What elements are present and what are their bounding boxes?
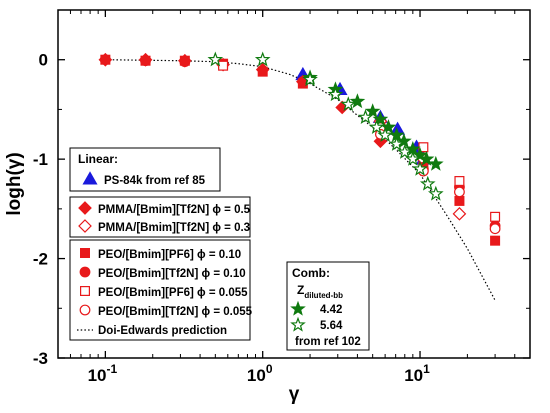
data-point bbox=[490, 235, 501, 246]
data-point bbox=[254, 51, 271, 67]
data-point bbox=[179, 56, 191, 68]
legend-z-symbol: Z bbox=[297, 283, 304, 297]
x-tick-base: 10 bbox=[247, 366, 266, 385]
data-point bbox=[418, 150, 435, 166]
legend-label: PMMA/[Bmim][Tf2N] ϕ = 0.3 bbox=[98, 222, 250, 234]
legend-label: PEO/[Bmim][PF6] ϕ = 0.10 bbox=[98, 249, 241, 261]
data-point bbox=[454, 176, 465, 187]
data-point bbox=[428, 155, 444, 171]
data-point bbox=[454, 195, 465, 206]
series-8-group bbox=[207, 51, 444, 201]
legend-box-peo bbox=[69, 239, 251, 341]
data-point bbox=[372, 111, 389, 127]
data-point bbox=[412, 146, 428, 162]
data-point bbox=[302, 71, 318, 87]
legend-marker-peo-2 bbox=[79, 286, 90, 297]
series-7-group bbox=[302, 69, 444, 171]
data-point bbox=[452, 206, 467, 221]
data-point bbox=[454, 186, 465, 198]
legend-title-comb: Comb: bbox=[292, 266, 330, 280]
data-point bbox=[327, 86, 344, 102]
data-point bbox=[340, 96, 357, 112]
data-point bbox=[419, 175, 436, 191]
data-point bbox=[257, 66, 268, 77]
legend-label: PEO/[Bmim][Tf2N] ϕ = 0.055 bbox=[98, 306, 253, 318]
legend-label: PEO/[Bmim][PF6] ϕ = 0.055 bbox=[98, 287, 248, 299]
prediction-curve-layer bbox=[105, 59, 496, 301]
data-point bbox=[412, 160, 428, 176]
x-tick-label: 10-1 bbox=[88, 362, 118, 385]
x-axis-title: γ bbox=[289, 384, 300, 405]
data-marks-layer bbox=[98, 51, 501, 246]
data-point bbox=[405, 150, 421, 166]
y-tick-label: -2 bbox=[33, 250, 48, 269]
y-axis-title: logh(γ) bbox=[4, 152, 25, 215]
y-tick-label: -1 bbox=[33, 150, 48, 169]
data-point bbox=[489, 223, 501, 235]
legend-label: PMMA/[Bmim][Tf2N] ϕ = 0.5 bbox=[98, 204, 251, 216]
legend-label: PEO/[Bmim][Tf2N] ϕ = 0.10 bbox=[98, 268, 246, 280]
x-tick-exponent: 1 bbox=[423, 362, 430, 376]
legend-label: PS-84k from ref 85 bbox=[104, 175, 206, 187]
data-point bbox=[364, 103, 381, 119]
data-point bbox=[377, 127, 393, 142]
data-point bbox=[207, 51, 224, 67]
y-tick-label: -3 bbox=[33, 349, 48, 368]
legend-marker-comb-442 bbox=[290, 300, 306, 316]
legend-marker-comb-564 bbox=[290, 316, 306, 332]
legend-label: from ref 102 bbox=[295, 336, 361, 348]
data-point bbox=[396, 133, 412, 148]
data-point bbox=[490, 211, 501, 222]
plot-frame bbox=[57, 9, 531, 359]
legend-marker-pmma-05 bbox=[78, 201, 92, 215]
legend-marker-pmma-03 bbox=[78, 219, 92, 233]
data-point bbox=[388, 136, 405, 151]
data-point bbox=[428, 185, 444, 201]
data-point bbox=[357, 109, 374, 125]
legend-box-pmma bbox=[69, 196, 251, 238]
legend-marker-peo-0 bbox=[79, 248, 90, 259]
x-tick-base: 10 bbox=[404, 366, 423, 385]
x-tick-label: 101 bbox=[404, 362, 430, 385]
x-tick-label: 100 bbox=[247, 362, 273, 385]
data-point bbox=[99, 54, 111, 66]
legend-z-subscript: diluted-bb bbox=[304, 291, 343, 300]
data-point bbox=[349, 93, 366, 109]
x-tick-base: 10 bbox=[88, 366, 107, 385]
legend-marker-peo-1 bbox=[79, 266, 91, 278]
series-1-group bbox=[98, 52, 388, 149]
x-tick-exponent: -1 bbox=[106, 362, 117, 376]
data-point bbox=[368, 119, 385, 134]
legend-marker-ps84k bbox=[82, 171, 98, 185]
legend-z-label: Zdiluted-bb bbox=[297, 283, 343, 300]
data-point bbox=[396, 143, 413, 159]
data-point bbox=[140, 55, 151, 67]
legend-box-linear bbox=[69, 147, 221, 192]
legend-title-linear: Linear: bbox=[78, 152, 118, 166]
legend-label: Doi-Edwards prediction bbox=[98, 325, 227, 337]
legend-box-comb bbox=[286, 261, 370, 351]
doi-edwards-curve bbox=[105, 59, 496, 301]
y-tick-label: 0 bbox=[39, 51, 48, 70]
legend-layer: Linear: PS-84k from ref 85 PMMA/[Bmim][Tf2… bbox=[69, 147, 370, 351]
data-point bbox=[218, 60, 229, 71]
legend-label: 4.42 bbox=[320, 304, 342, 316]
legend-marker-peo-3 bbox=[79, 304, 91, 316]
x-tick-exponent: 0 bbox=[266, 362, 273, 376]
legend-label: 5.64 bbox=[320, 320, 343, 332]
